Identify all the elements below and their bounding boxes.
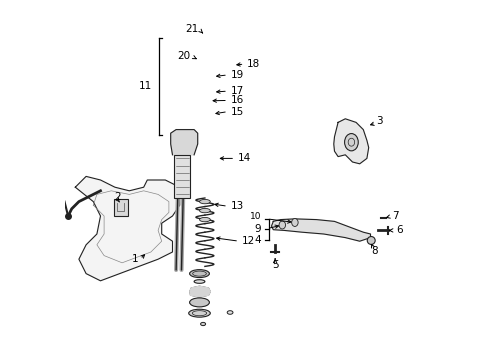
Ellipse shape [291, 219, 298, 226]
Text: 21: 21 [185, 24, 198, 34]
Ellipse shape [200, 323, 205, 326]
Text: 8: 8 [371, 246, 377, 256]
Text: 12: 12 [241, 236, 254, 246]
Text: 3: 3 [375, 116, 382, 126]
Ellipse shape [279, 221, 285, 229]
Ellipse shape [188, 309, 210, 317]
Text: 16: 16 [230, 95, 244, 105]
Ellipse shape [189, 298, 209, 307]
Text: 6: 6 [396, 225, 402, 235]
Ellipse shape [189, 270, 209, 278]
Text: 10: 10 [249, 212, 261, 220]
Ellipse shape [199, 208, 210, 213]
Text: 4: 4 [254, 235, 261, 246]
Text: 17: 17 [230, 86, 244, 96]
Ellipse shape [194, 280, 204, 283]
Text: 19: 19 [230, 70, 244, 80]
Bar [174, 155, 190, 198]
Text: 15: 15 [230, 107, 244, 117]
Text: 14: 14 [238, 153, 251, 163]
Polygon shape [271, 219, 370, 241]
Text: 7: 7 [391, 211, 398, 221]
Text: 20: 20 [177, 51, 190, 61]
Ellipse shape [344, 134, 358, 151]
Text: 11: 11 [139, 81, 152, 91]
Bar [114, 199, 127, 216]
Polygon shape [170, 130, 197, 155]
Ellipse shape [366, 237, 374, 244]
Ellipse shape [227, 311, 232, 314]
Polygon shape [189, 286, 210, 297]
Ellipse shape [199, 217, 210, 222]
Text: 5: 5 [271, 260, 278, 270]
Polygon shape [333, 119, 368, 164]
Polygon shape [75, 176, 179, 281]
Text: 18: 18 [246, 59, 260, 69]
Text: 9: 9 [254, 224, 261, 234]
Text: 2: 2 [114, 192, 121, 202]
Ellipse shape [199, 199, 210, 204]
Text: 1: 1 [131, 254, 138, 264]
Text: 13: 13 [230, 201, 244, 211]
